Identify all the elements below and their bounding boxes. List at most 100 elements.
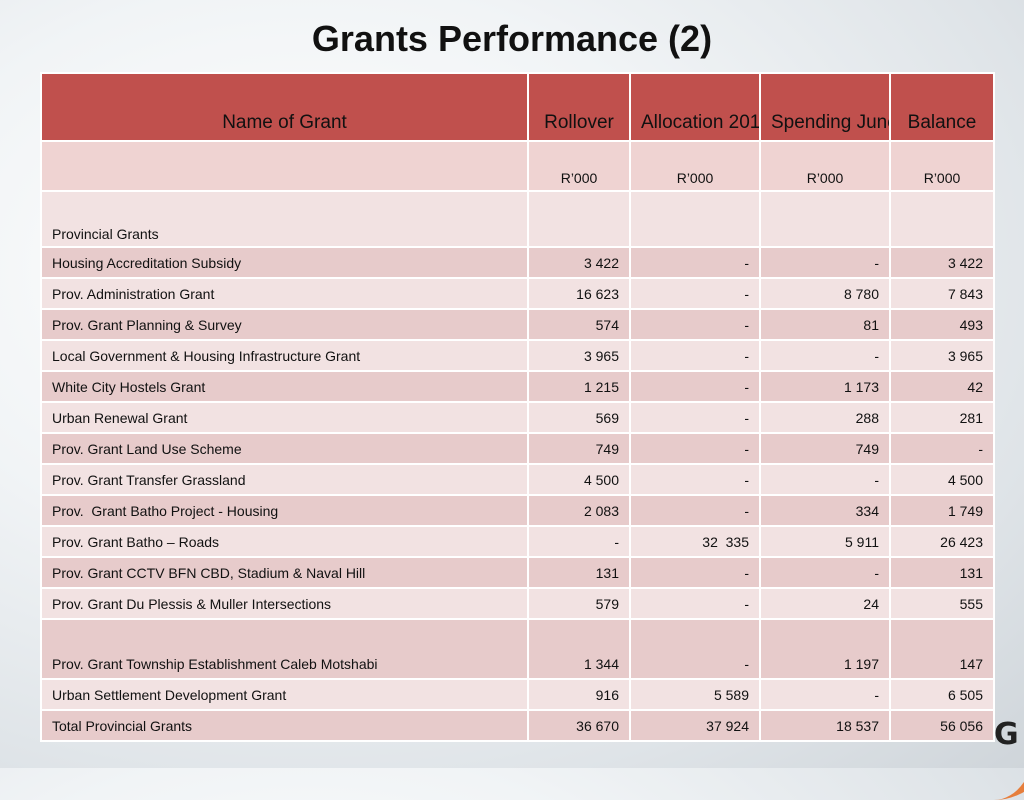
cell-balance: 1 749 xyxy=(889,494,995,527)
cell-balance: 555 xyxy=(889,587,995,620)
cell-rollover: 916 xyxy=(527,678,631,711)
cell-rollover: 749 xyxy=(527,432,631,465)
cell-spending: 18 537 xyxy=(759,709,891,742)
cell-name: White City Hostels Grant xyxy=(40,370,529,403)
cell-name: Prov. Grant Transfer Grassland xyxy=(40,463,529,496)
cell-spending: 5 911 xyxy=(759,525,891,558)
cell-balance: 147 xyxy=(889,618,995,680)
cell-balance: 7 843 xyxy=(889,277,995,310)
cell-balance: 3 422 xyxy=(889,246,995,279)
cell-rollover: 579 xyxy=(527,587,631,620)
cell-balance: 493 xyxy=(889,308,995,341)
cell-allocation: - xyxy=(629,587,761,620)
cell-name: Prov. Grant CCTV BFN CBD, Stadium & Nava… xyxy=(40,556,529,589)
table-row: Prov. Grant Du Plessis & Muller Intersec… xyxy=(40,587,995,620)
cell-name: Prov. Administration Grant xyxy=(40,277,529,310)
cell-name: Housing Accreditation Subsidy xyxy=(40,246,529,279)
cell-rollover: 569 xyxy=(527,401,631,434)
units-balance: R’000 xyxy=(889,140,995,192)
cell-rollover: 3 965 xyxy=(527,339,631,372)
cell-rollover: 574 xyxy=(527,308,631,341)
table-row: Total Provincial Grants 36 670 37 924 18 53… xyxy=(40,709,995,742)
cell-name: Prov. Grant Batho Project - Housing xyxy=(40,494,529,527)
cell-allocation: - xyxy=(629,401,761,434)
cell-rollover: 131 xyxy=(527,556,631,589)
cell-allocation: - xyxy=(629,432,761,465)
cell-allocation: - xyxy=(629,370,761,403)
cell-allocation: - xyxy=(629,556,761,589)
header-allocation: Allocation 2010/11 xyxy=(629,72,761,142)
header-name-of-grant: Name of Grant xyxy=(40,72,529,142)
cell-spending: - xyxy=(759,556,891,589)
units-blank xyxy=(40,140,529,192)
table-row: Prov. Administration Grant 16 623-8 780 7 … xyxy=(40,277,995,310)
cell-allocation: - xyxy=(629,463,761,496)
cell-spending: - xyxy=(759,246,891,279)
cell-rollover: 16 623 xyxy=(527,277,631,310)
cell-allocation: - xyxy=(629,277,761,310)
cell-balance: 3 965 xyxy=(889,339,995,372)
cell-allocation: - xyxy=(629,308,761,341)
table-row: Prov. Grant Township Establishment Caleb… xyxy=(40,618,995,680)
cell-spending: - xyxy=(759,339,891,372)
cell-name: Local Government & Housing Infrastructur… xyxy=(40,339,529,372)
units-spending: R’000 xyxy=(759,140,891,192)
table-row: Local Government & Housing Infrastructur… xyxy=(40,339,995,372)
header-balance: Balance xyxy=(889,72,995,142)
table-row: Prov. Grant Transfer Grassland 4 500- -4 5… xyxy=(40,463,995,496)
cell-spending: 8 780 xyxy=(759,277,891,310)
logo-g-icon: G xyxy=(994,717,1019,752)
cell-rollover: 36 670 xyxy=(527,709,631,742)
section-blank-cell xyxy=(889,190,995,248)
table-row: Prov. Grant Batho – Roads -32 335 5 911 26 … xyxy=(40,525,995,558)
section-blank-cell xyxy=(527,190,631,248)
cell-rollover: 1 344 xyxy=(527,618,631,680)
cell-balance: 131 xyxy=(889,556,995,589)
cell-allocation: - xyxy=(629,246,761,279)
slide-title: Grants Performance (2) xyxy=(311,18,713,59)
table-row: Urban Settlement Development Grant 916 5 5… xyxy=(40,678,995,711)
cell-allocation: - xyxy=(629,494,761,527)
cell-name: Prov. Grant Du Plessis & Muller Intersec… xyxy=(40,587,529,620)
cell-name: Prov. Grant Planning & Survey xyxy=(40,308,529,341)
cell-allocation: - xyxy=(629,618,761,680)
cell-rollover: 1 215 xyxy=(527,370,631,403)
units-allocation: R’000 xyxy=(629,140,761,192)
table-header-row: Name of Grant Rollover Allocation 2010/1… xyxy=(40,72,995,142)
cell-spending: 749 xyxy=(759,432,891,465)
header-rollover: Rollover xyxy=(527,72,631,142)
cell-spending: 1 197 xyxy=(759,618,891,680)
cell-name: Urban Settlement Development Grant xyxy=(40,678,529,711)
table-row: Prov. Grant Batho Project - Housing 2 083… xyxy=(40,494,995,527)
cell-spending: 81 xyxy=(759,308,891,341)
cell-allocation: - xyxy=(629,339,761,372)
table-row: Housing Accreditation Subsidy 3 422- -3 42… xyxy=(40,246,995,279)
cell-name: Urban Renewal Grant xyxy=(40,401,529,434)
cell-name: Prov. Grant Township Establishment Caleb… xyxy=(40,618,529,680)
cell-name: Total Provincial Grants xyxy=(40,709,529,742)
cell-spending: 334 xyxy=(759,494,891,527)
header-spending: Spending June 2011 xyxy=(759,72,891,142)
section-row: Provincial Grants xyxy=(40,190,995,248)
cell-spending: 288 xyxy=(759,401,891,434)
cell-name: Prov. Grant Batho – Roads xyxy=(40,525,529,558)
cell-spending: - xyxy=(759,463,891,496)
cell-rollover: 2 083 xyxy=(527,494,631,527)
table-row: Urban Renewal Grant 569-288 281 xyxy=(40,401,995,434)
cell-allocation: 5 589 xyxy=(629,678,761,711)
cell-rollover: 4 500 xyxy=(527,463,631,496)
units-rollover: R’000 xyxy=(527,140,631,192)
section-blank-cell xyxy=(629,190,761,248)
table-row: Prov. Grant Planning & Survey 574-81 493 xyxy=(40,308,995,341)
cell-name: Prov. Grant Land Use Scheme xyxy=(40,432,529,465)
cell-allocation: 37 924 xyxy=(629,709,761,742)
cell-balance: 56 056 xyxy=(889,709,995,742)
cell-spending: 24 xyxy=(759,587,891,620)
cell-spending: - xyxy=(759,678,891,711)
cell-balance: 4 500 xyxy=(889,463,995,496)
units-row: R’000 R’000 R’000 R’000 xyxy=(40,140,995,192)
cell-allocation: 32 335 xyxy=(629,525,761,558)
table-row: Prov. Grant CCTV BFN CBD, Stadium & Nava… xyxy=(40,556,995,589)
section-blank-cell xyxy=(759,190,891,248)
table-row: Prov. Grant Land Use Scheme 749-749- xyxy=(40,432,995,465)
